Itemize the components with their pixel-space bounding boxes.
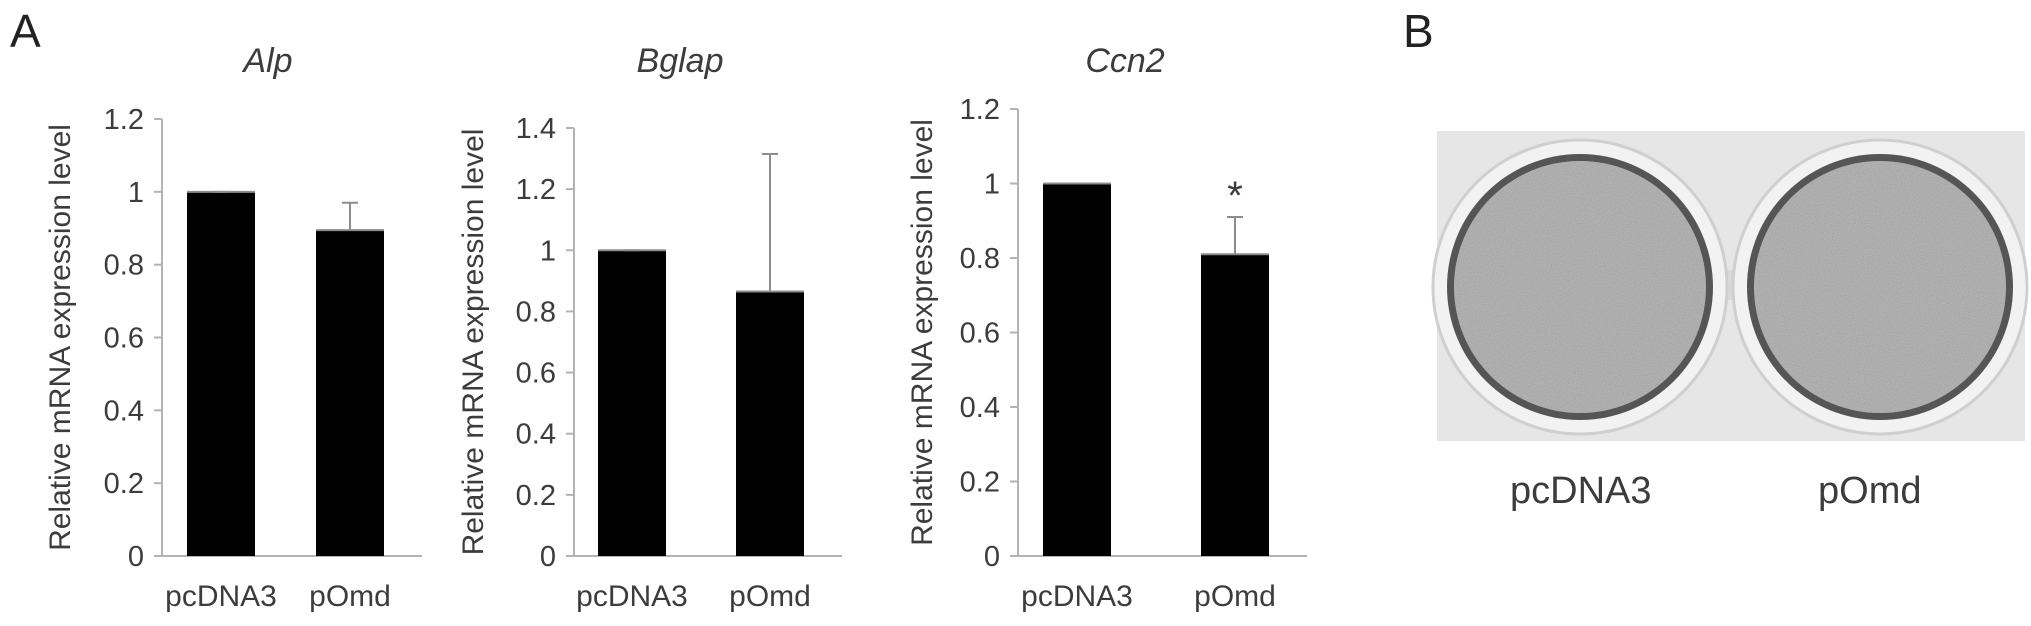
y-tick-label: 1.2 <box>960 94 1000 126</box>
y-tick-label: 0.8 <box>516 296 556 328</box>
y-tick-label: 1.2 <box>104 104 144 136</box>
bar-pomd <box>316 230 384 556</box>
culture-plate-photo <box>1431 131 2029 441</box>
charts-layer: Alp Relative mRNA expression level 0 0.2 0.4… <box>44 42 1307 613</box>
chart-title: Alp <box>241 42 292 80</box>
y-tick-label: 0.2 <box>960 467 1000 499</box>
chart-alp: Alp Relative mRNA expression level 0 0.2 0.4… <box>44 42 422 613</box>
panel-label-b: B <box>1403 5 1434 57</box>
y-tick-label: 0.4 <box>104 395 144 427</box>
y-tick-label: 1.2 <box>516 174 556 206</box>
well-pcdna3 <box>1431 138 1729 436</box>
y-tick-label: 1 <box>540 235 556 267</box>
category-label: pOmd <box>309 580 391 613</box>
category-label: pcDNA3 <box>1021 580 1133 613</box>
y-tick-label: 0.6 <box>104 323 144 355</box>
category-label: pOmd <box>729 580 811 613</box>
y-tick-label: 0.4 <box>960 392 1000 424</box>
y-tick-label: 0 <box>984 541 1000 573</box>
y-tick-label: 1.4 <box>516 113 556 145</box>
chart-title: Ccn2 <box>1085 42 1164 80</box>
well-pomd <box>1731 138 2029 436</box>
y-tick-label: 1 <box>984 169 1000 201</box>
photo-label-pomd: pOmd <box>1818 470 1922 512</box>
category-label: pOmd <box>1194 580 1276 613</box>
chart-bglap: Bglap Relative mRNA expression level 0 0.2 0… <box>457 42 842 613</box>
y-tick-label: 0.8 <box>104 250 144 282</box>
category-label: pcDNA3 <box>576 580 688 613</box>
bar-pcdna3 <box>187 191 255 557</box>
bar-pomd <box>736 291 804 556</box>
y-axis-label: Relative mRNA expression level <box>457 129 490 556</box>
bar-pcdna3 <box>1043 183 1111 556</box>
panel-label-a: A <box>10 5 41 57</box>
y-tick-label: 0 <box>540 541 556 573</box>
chart-title: Bglap <box>637 42 724 80</box>
y-tick-label: 0.6 <box>960 318 1000 350</box>
y-tick-label: 0.4 <box>516 419 556 451</box>
y-axis-label: Relative mRNA expression level <box>906 119 939 546</box>
significance-marker: * <box>1227 174 1243 218</box>
y-axis-label: Relative mRNA expression level <box>44 124 77 551</box>
y-tick-label: 0.2 <box>516 480 556 512</box>
y-tick-label: 0.2 <box>104 468 144 500</box>
bar-pcdna3 <box>598 250 666 557</box>
y-tick-label: 0.8 <box>960 243 1000 275</box>
chart-ccn2: Ccn2 Relative mRNA expression level 0 0.2 0.… <box>906 42 1307 613</box>
y-tick-label: 0.6 <box>516 358 556 390</box>
bar-pomd <box>1201 254 1269 556</box>
y-tick-label: 1 <box>128 177 144 209</box>
category-label: pcDNA3 <box>165 580 277 613</box>
photo-label-pcdna3: pcDNA3 <box>1510 470 1652 512</box>
y-tick-label: 0 <box>128 541 144 573</box>
